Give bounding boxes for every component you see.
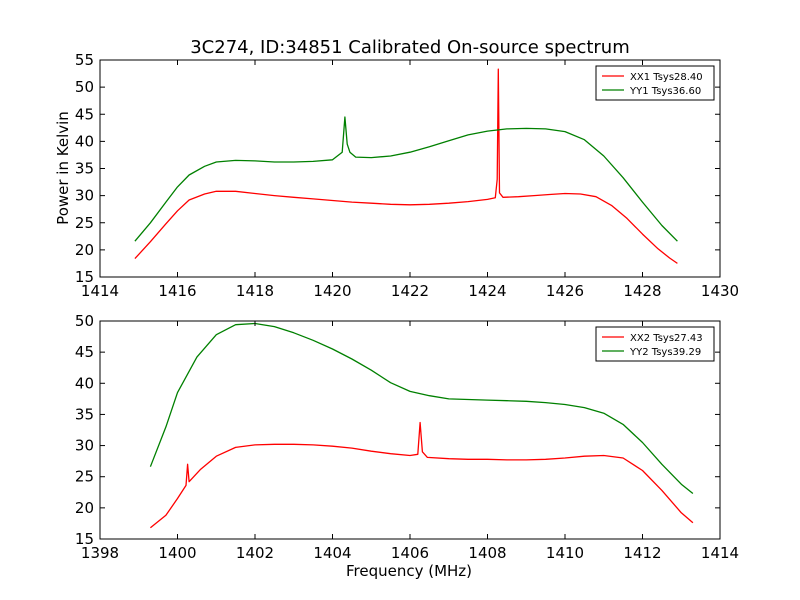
y-tick-label: 20 xyxy=(75,241,94,259)
bottom-plot-panel: 1398 1400 1402 1404 1406 1408 1410 1412 1414 15 20… xyxy=(75,312,739,562)
legend-label: YY1 Tsys36.60 xyxy=(629,86,701,97)
top-plot-panel: 1414 1416 1418 1420 1422 1424 1426 1428 1430 15 20… xyxy=(75,51,739,300)
x-tick-label: 1410 xyxy=(546,544,584,562)
legend: XX2 Tsys27.43 YY2 Tsys39.29 xyxy=(595,326,715,362)
x-tick-label: 1430 xyxy=(701,282,739,300)
chart-title: 3C274, ID:34851 Calibrated On-source spe… xyxy=(190,37,630,58)
y-tick-label: 20 xyxy=(75,499,94,517)
x-tick-label: 1414 xyxy=(701,544,739,562)
y-tick-label: 45 xyxy=(75,105,94,123)
y-tick-label: 30 xyxy=(75,187,94,205)
x-axis-label: Frequency (MHz) xyxy=(346,562,472,580)
y-tick-label: 40 xyxy=(75,374,94,392)
legend: XX1 Tsys28.40 YY1 Tsys36.60 xyxy=(595,65,715,101)
x-tick-label: 1404 xyxy=(313,544,351,562)
y-tick-label: 35 xyxy=(75,405,94,423)
y-tick-label: 50 xyxy=(75,78,94,96)
y-axis-label: Power in Kelvin xyxy=(54,111,72,225)
y-tick-label: 45 xyxy=(75,343,94,361)
y-tick-label: 25 xyxy=(75,214,94,232)
x-tick-label: 1412 xyxy=(623,544,661,562)
y-tick-label: 50 xyxy=(75,312,94,330)
x-tick-label: 1428 xyxy=(623,282,661,300)
x-tick-label: 1414 xyxy=(81,282,119,300)
legend-label: XX1 Tsys28.40 xyxy=(630,72,703,83)
series-line-xx1 xyxy=(134,68,678,264)
y-tick-label: 15 xyxy=(75,268,94,286)
x-tick-label: 1400 xyxy=(158,544,196,562)
legend-label: XX2 Tsys27.43 xyxy=(630,333,703,344)
series-line-yy1 xyxy=(134,116,678,242)
series-line-yy2 xyxy=(149,322,694,495)
x-tick-label: 1408 xyxy=(468,544,506,562)
y-tick-label: 25 xyxy=(75,468,94,486)
y-tick-label: 15 xyxy=(75,530,94,548)
y-tick-label: 30 xyxy=(75,437,94,455)
x-tick-label: 1424 xyxy=(468,282,506,300)
legend-box xyxy=(595,65,715,101)
y-tick-label: 35 xyxy=(75,160,94,178)
y-tick-label: 40 xyxy=(75,132,94,150)
x-tick-label: 1418 xyxy=(236,282,274,300)
x-tick-label: 1416 xyxy=(158,282,196,300)
x-tick-label: 1422 xyxy=(391,282,429,300)
legend-box xyxy=(595,326,715,362)
legend-label: YY2 Tsys39.29 xyxy=(629,347,701,358)
y-tick-label: 55 xyxy=(75,51,94,69)
series-line-xx2 xyxy=(149,421,694,529)
x-tick-label: 1402 xyxy=(236,544,274,562)
x-tick-label: 1406 xyxy=(391,544,429,562)
x-tick-label: 1420 xyxy=(313,282,351,300)
x-tick-label: 1426 xyxy=(546,282,584,300)
x-tick-label: 1398 xyxy=(81,544,119,562)
